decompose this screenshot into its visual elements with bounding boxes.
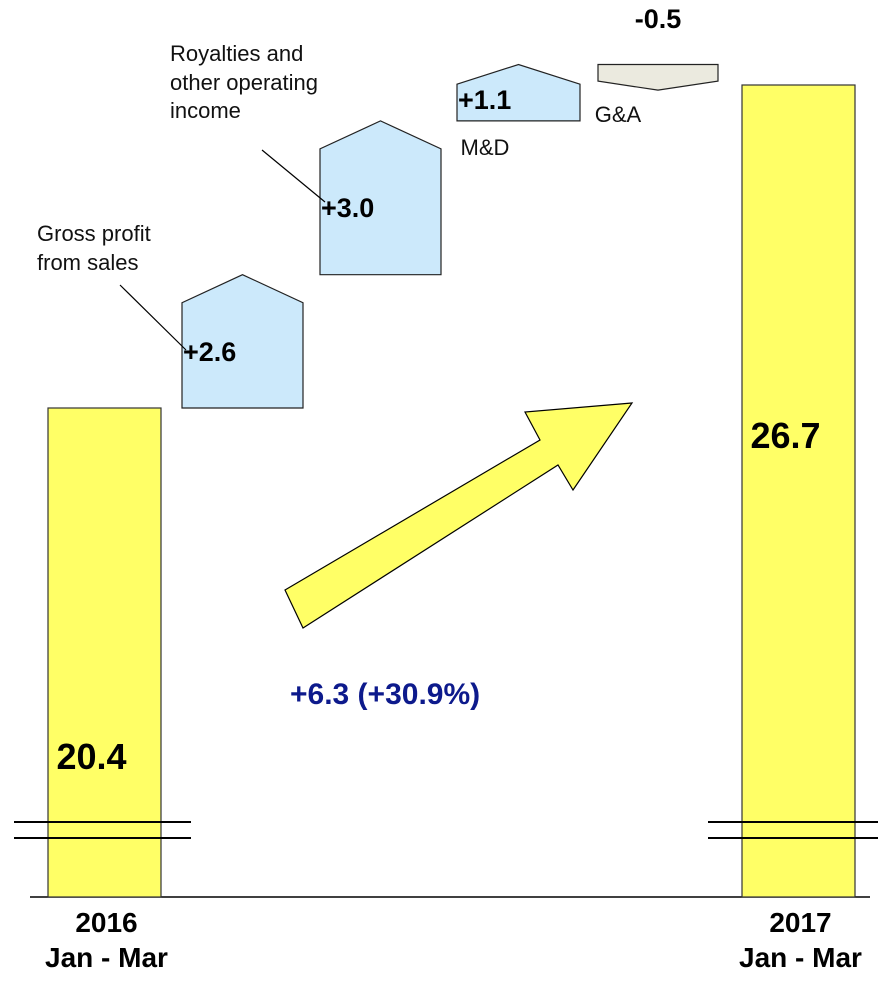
value-label: 20.4	[56, 735, 127, 777]
value-label: +2.6	[183, 336, 237, 367]
step-box	[181, 274, 304, 409]
category-label: 2017 Jan - Mar	[739, 907, 862, 973]
value-label: -0.5	[634, 4, 682, 35]
value-label: +3.0	[321, 193, 375, 224]
bar	[47, 407, 162, 898]
annotation: +6.3 (+30.9%)	[290, 678, 481, 711]
category-label: 2016 Jan - Mar	[45, 907, 168, 973]
category-label: M&D	[460, 135, 510, 160]
step-box	[319, 120, 442, 276]
step-box	[456, 63, 581, 122]
value-label: +1.1	[458, 85, 512, 116]
category-label: Royalties and other operating income	[170, 41, 318, 124]
leader-line	[119, 284, 187, 351]
category-label: Gross profit from sales	[37, 221, 151, 275]
step-box	[597, 63, 719, 91]
value-label: 26.7	[750, 415, 821, 456]
trend-arrow	[284, 402, 634, 629]
category-label: G&A	[594, 102, 642, 127]
bar	[741, 84, 856, 898]
leader-line	[261, 149, 326, 203]
